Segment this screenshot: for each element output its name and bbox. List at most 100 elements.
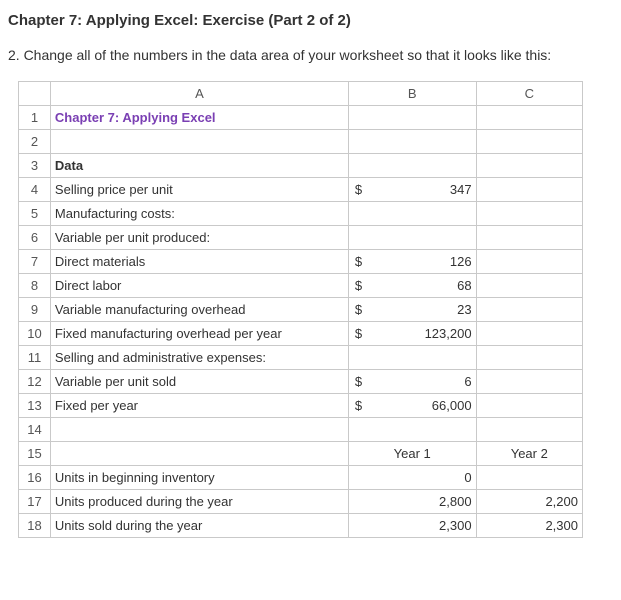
table-row: 8 Direct labor $68 [19,274,583,298]
col-header-b: B [348,82,476,106]
cell-value: 66,000 [432,398,472,413]
col-header-a: A [50,82,348,106]
cell-c13 [476,394,582,418]
cell-a11: Selling and administrative expenses: [50,346,348,370]
cell-c14 [476,418,582,442]
row-num: 16 [19,466,51,490]
table-row: 18 Units sold during the year 2,300 2,30… [19,514,583,538]
table-row: 4 Selling price per unit $347 [19,178,583,202]
cell-a5: Manufacturing costs: [50,202,348,226]
column-header-row: A B C [19,82,583,106]
cell-a3: Data [50,154,348,178]
cell-b12: $6 [348,370,476,394]
instruction-text: 2. Change all of the numbers in the data… [8,47,613,63]
row-num: 4 [19,178,51,202]
cell-b3 [348,154,476,178]
row-num: 7 [19,250,51,274]
dollar-sign: $ [355,326,362,341]
row-num: 10 [19,322,51,346]
dollar-sign: $ [355,254,362,269]
cell-b8: $68 [348,274,476,298]
cell-b9: $23 [348,298,476,322]
dollar-sign: $ [355,302,362,317]
cell-a1: Chapter 7: Applying Excel [50,106,348,130]
cell-c4 [476,178,582,202]
cell-c12 [476,370,582,394]
cell-a16: Units in beginning inventory [50,466,348,490]
corner-cell [19,82,51,106]
dollar-sign: $ [355,374,362,389]
table-row: 5 Manufacturing costs: [19,202,583,226]
cell-a2 [50,130,348,154]
page-heading: Chapter 7: Applying Excel: Exercise (Par… [8,12,613,29]
cell-b13: $66,000 [348,394,476,418]
cell-b16: 0 [348,466,476,490]
cell-b10: $123,200 [348,322,476,346]
cell-value: 6 [464,374,471,389]
cell-b11 [348,346,476,370]
cell-a17: Units produced during the year [50,490,348,514]
cell-c11 [476,346,582,370]
table-row: 13 Fixed per year $66,000 [19,394,583,418]
cell-value: 23 [457,302,471,317]
chapter-title: Chapter 7: Applying Excel [55,110,216,125]
cell-c7 [476,250,582,274]
row-num: 15 [19,442,51,466]
cell-b4: $347 [348,178,476,202]
cell-b2 [348,130,476,154]
cell-c8 [476,274,582,298]
dollar-sign: $ [355,278,362,293]
spreadsheet-table: A B C 1 Chapter 7: Applying Excel 2 3 Da… [18,81,583,538]
cell-a15 [50,442,348,466]
row-num: 8 [19,274,51,298]
cell-b15: Year 1 [348,442,476,466]
col-header-c: C [476,82,582,106]
row-num: 13 [19,394,51,418]
cell-c17: 2,200 [476,490,582,514]
cell-c2 [476,130,582,154]
cell-c15: Year 2 [476,442,582,466]
cell-c1 [476,106,582,130]
cell-a14 [50,418,348,442]
table-row: 2 [19,130,583,154]
row-num: 12 [19,370,51,394]
row-num: 6 [19,226,51,250]
cell-value: 347 [450,182,472,197]
table-row: 12 Variable per unit sold $6 [19,370,583,394]
row-num: 18 [19,514,51,538]
cell-b17: 2,800 [348,490,476,514]
row-num: 11 [19,346,51,370]
cell-a13: Fixed per year [50,394,348,418]
row-num: 14 [19,418,51,442]
row-num: 5 [19,202,51,226]
cell-c18: 2,300 [476,514,582,538]
cell-b7: $126 [348,250,476,274]
cell-value: 123,200 [425,326,472,341]
table-row: 1 Chapter 7: Applying Excel [19,106,583,130]
row-num: 1 [19,106,51,130]
table-row: 10 Fixed manufacturing overhead per year… [19,322,583,346]
table-row: 7 Direct materials $126 [19,250,583,274]
cell-c3 [476,154,582,178]
table-row: 17 Units produced during the year 2,800 … [19,490,583,514]
cell-b1 [348,106,476,130]
cell-a12: Variable per unit sold [50,370,348,394]
table-row: 3 Data [19,154,583,178]
cell-a9: Variable manufacturing overhead [50,298,348,322]
cell-b5 [348,202,476,226]
dollar-sign: $ [355,182,362,197]
row-num: 2 [19,130,51,154]
table-row: 11 Selling and administrative expenses: [19,346,583,370]
row-num: 3 [19,154,51,178]
table-row: 14 [19,418,583,442]
dollar-sign: $ [355,398,362,413]
cell-c16 [476,466,582,490]
cell-b18: 2,300 [348,514,476,538]
cell-c6 [476,226,582,250]
cell-a7: Direct materials [50,250,348,274]
cell-c10 [476,322,582,346]
cell-value: 68 [457,278,471,293]
cell-a10: Fixed manufacturing overhead per year [50,322,348,346]
cell-c9 [476,298,582,322]
cell-a4: Selling price per unit [50,178,348,202]
